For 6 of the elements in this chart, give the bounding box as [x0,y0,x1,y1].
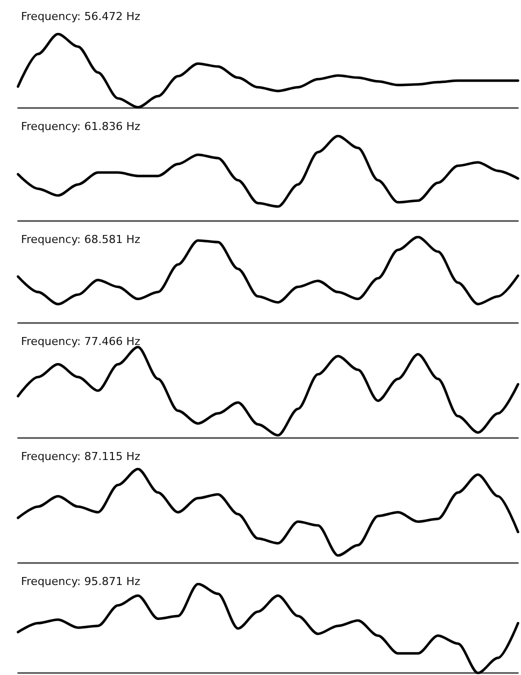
chart-title: Frequency: 77.466 Hz [21,335,140,348]
chart-title: Frequency: 68.581 Hz [21,233,140,246]
chart-title: Frequency: 61.836 Hz [21,120,140,133]
chart-title: Frequency: 56.472 Hz [21,10,140,23]
chart-title: Frequency: 87.115 Hz [21,450,140,463]
chart-title: Frequency: 95.871 Hz [21,575,140,588]
